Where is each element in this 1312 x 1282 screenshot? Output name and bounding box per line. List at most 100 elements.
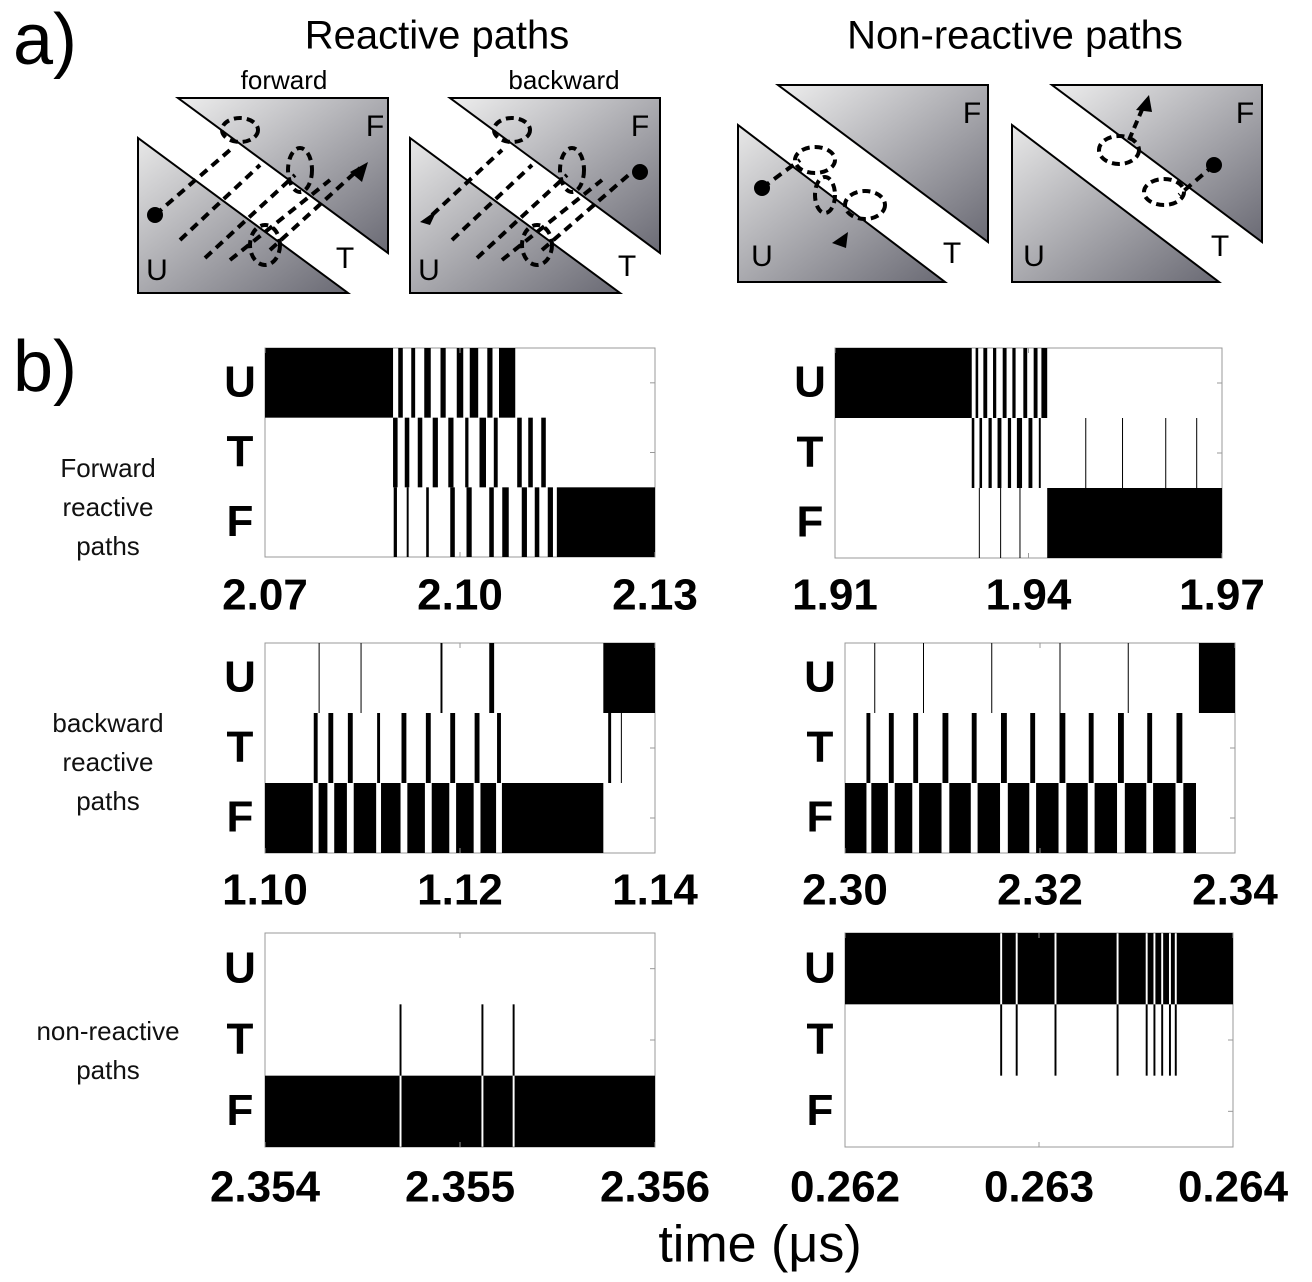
occupancy-segment <box>487 348 493 418</box>
occupancy-segment <box>1176 713 1183 783</box>
x-tick-label: 0.263 <box>984 1163 1094 1212</box>
x-tick-label: 0.262 <box>790 1163 900 1212</box>
diagram-caption: backward <box>508 65 619 95</box>
state-label: T <box>227 1015 254 1064</box>
occupancy-segment <box>1036 783 1059 853</box>
occupancy-segment <box>528 417 533 488</box>
occupancy-segment <box>845 783 867 853</box>
occupancy-segment <box>406 487 409 557</box>
occupancy-segment <box>456 783 474 853</box>
diagram-label: T <box>943 237 961 270</box>
diagram-label: T <box>618 250 636 283</box>
occupancy-segment <box>866 713 871 783</box>
row-label: non-reactive paths <box>36 1016 180 1085</box>
occupancy-segment <box>1094 783 1118 853</box>
occupancy-segment <box>1002 348 1007 418</box>
x-tick-label: 2.07 <box>222 571 308 620</box>
occupancy-segment <box>1059 643 1061 713</box>
occupancy-segment <box>440 348 446 418</box>
occupancy-segment <box>1198 643 1235 713</box>
state-label: T <box>807 723 834 772</box>
x-axis-label: time (μs) <box>658 1216 861 1274</box>
x-tick-label: 1.97 <box>1179 571 1265 620</box>
occupancy-segment <box>393 417 398 488</box>
diagram <box>409 97 661 294</box>
occupancy-segment <box>845 933 1001 1005</box>
x-tick-label: 2.355 <box>405 1163 515 1212</box>
occupancy-segment <box>835 348 972 418</box>
occupancy-segment <box>450 713 456 783</box>
occupancy-segment <box>1059 713 1066 783</box>
occupancy-segment <box>1147 713 1153 783</box>
occupancy-segment <box>1038 418 1041 488</box>
occupancy-segment <box>483 1075 513 1147</box>
x-tick-label: 1.12 <box>417 866 503 915</box>
occupancy-segment <box>381 783 401 853</box>
occupancy-segment <box>1066 783 1088 853</box>
diagram-label: F <box>1236 97 1254 130</box>
section-title: Non-reactive paths <box>847 14 1183 58</box>
diagram-label: F <box>631 110 649 143</box>
occupancy-segment <box>448 417 454 488</box>
occupancy-segment <box>399 1004 402 1076</box>
diagram <box>137 97 389 294</box>
occupancy-segment <box>993 348 997 418</box>
occupancy-segment <box>1054 1004 1057 1076</box>
occupancy-segment <box>919 783 942 853</box>
occupancy-segment <box>603 643 655 713</box>
x-tick-label: 1.91 <box>792 571 878 620</box>
state-label: F <box>807 1086 834 1135</box>
occupancy-segment <box>328 713 334 783</box>
state-label: F <box>227 793 254 842</box>
diagram-label: U <box>418 254 440 287</box>
state-label: U <box>804 943 836 992</box>
occupancy-segment <box>983 348 988 418</box>
occupancy-segment <box>620 713 622 783</box>
occupancy-segment <box>1127 643 1129 713</box>
state-label: U <box>224 653 256 702</box>
occupancy-segment <box>608 713 612 783</box>
x-tick-label: 0.264 <box>1178 1163 1289 1212</box>
occupancy-segment <box>1122 418 1124 488</box>
occupancy-segment <box>489 487 494 557</box>
occupancy-segment <box>466 487 472 557</box>
occupancy-segment <box>481 1004 484 1076</box>
diagram-label: U <box>751 240 773 273</box>
occupancy-segment <box>978 488 980 558</box>
x-tick-label: 2.354 <box>210 1163 321 1212</box>
occupancy-segment <box>541 417 546 488</box>
occupancy-segment <box>991 643 993 713</box>
occupancy-segment <box>480 783 497 853</box>
occupancy-segment <box>411 348 416 418</box>
occupancy-segment <box>465 417 469 488</box>
occupancy-segment <box>479 417 486 488</box>
occupancy-segment <box>1007 783 1030 853</box>
occupancy-segment <box>923 643 924 713</box>
diagram-caption: forward <box>241 65 328 95</box>
occupancy-segment <box>871 783 888 853</box>
diagram-label: F <box>366 110 384 143</box>
x-tick-label: 2.30 <box>802 866 888 915</box>
occupancy-segment <box>377 713 381 783</box>
occupancy-segment <box>512 1004 515 1076</box>
x-tick-label: 2.13 <box>612 571 698 620</box>
state-label: U <box>224 357 256 406</box>
occupancy-segment <box>1015 1004 1018 1076</box>
occupancy-segment <box>913 713 919 783</box>
occupancy-segment <box>360 643 362 713</box>
occupancy-segment <box>1000 488 1002 558</box>
occupancy-segment <box>407 783 425 853</box>
occupancy-segment <box>393 487 397 557</box>
occupancy-segment <box>1116 1004 1119 1076</box>
occupancy-segment <box>1000 1004 1003 1076</box>
occupancy-segment <box>517 417 522 488</box>
occupancy-segment <box>1174 1004 1177 1076</box>
occupancy-segment <box>1168 1004 1171 1076</box>
occupancy-segment <box>1017 933 1055 1005</box>
occupancy-segment <box>1147 933 1154 1005</box>
occupancy-segment <box>1165 418 1167 488</box>
occupancy-segment <box>1153 1004 1156 1076</box>
occupancy-segment <box>1176 933 1233 1005</box>
occupancy-segment <box>971 713 977 783</box>
panel-label: b) <box>13 327 77 407</box>
